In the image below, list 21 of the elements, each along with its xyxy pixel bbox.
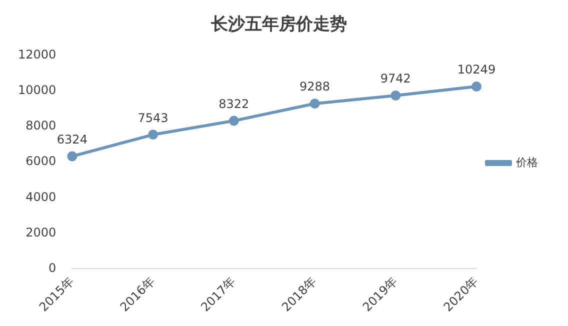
y-tick-label: 2000 [26, 225, 56, 240]
data-label: 8322 [218, 96, 250, 111]
y-tick-label: 6000 [26, 154, 56, 168]
point [67, 151, 78, 162]
data-label: 7543 [138, 110, 168, 125]
legend-label: 价格 [515, 156, 538, 169]
point [390, 90, 401, 101]
y-tick-label: 12000 [18, 48, 56, 62]
y-tick-label: 4000 [26, 190, 56, 204]
chart-title: 长沙五年房价走势 [210, 14, 347, 35]
data-label: 9742 [380, 72, 411, 86]
point [228, 116, 239, 126]
data-label: 10249 [457, 62, 496, 77]
data-label: 9288 [299, 80, 330, 94]
y-tick-label: 10000 [18, 83, 56, 98]
point [148, 130, 158, 140]
y-tick-label: 0 [48, 260, 56, 275]
point [310, 98, 320, 109]
data-label: 6324 [56, 132, 88, 146]
y-tick-label: 8000 [26, 118, 56, 133]
point [472, 82, 482, 92]
